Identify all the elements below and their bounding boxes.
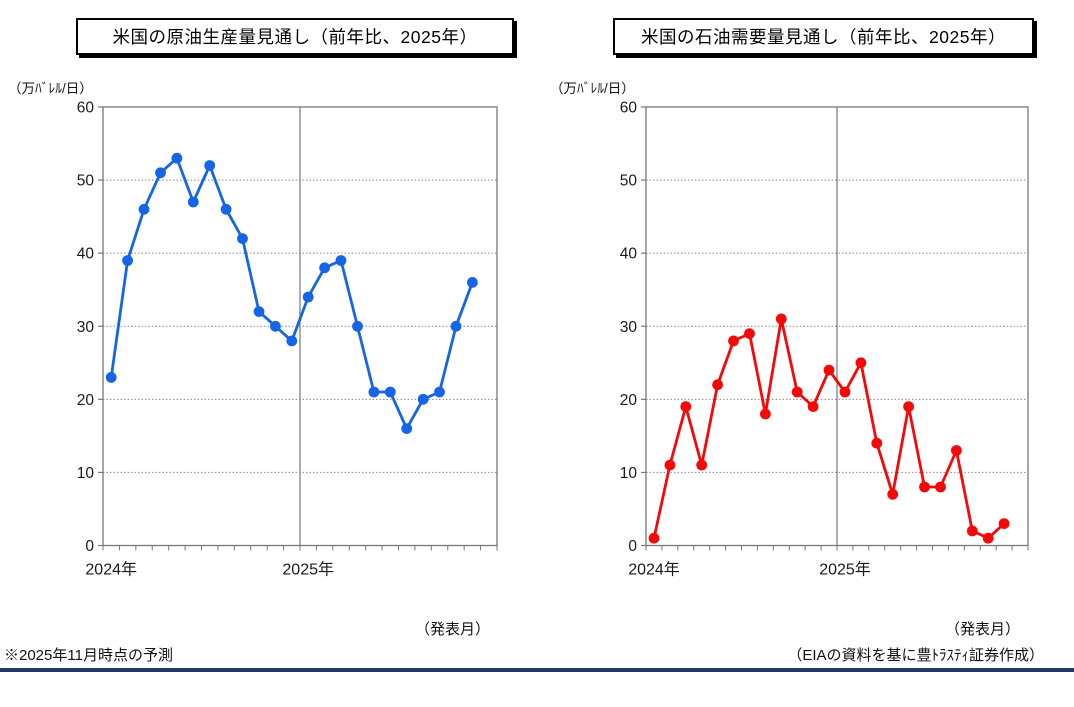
data-point (286, 335, 298, 347)
y-tick-label: 40 (620, 246, 638, 263)
data-line (109, 156, 474, 431)
y-tick-label: 60 (77, 100, 95, 117)
data-point (204, 160, 216, 171)
data-point (155, 167, 166, 179)
data-point (712, 379, 723, 391)
data-point (775, 313, 787, 325)
plot-border (102, 106, 498, 547)
y-tick-label: 40 (77, 246, 95, 263)
chart-title-demand: 米国の石油需要量見通し（前年比、2025年） (613, 18, 1034, 55)
footer-divider-rule (0, 668, 1074, 672)
data-point (903, 401, 914, 412)
chart-title-demand-text: 米国の石油需要量見通し（前年比、2025年） (641, 27, 1006, 47)
y-tick-label: 0 (628, 538, 637, 555)
data-point (105, 372, 117, 383)
data-point (187, 196, 199, 208)
data-point (401, 423, 413, 434)
data-point (417, 393, 429, 405)
y-tick-label: 20 (620, 392, 638, 409)
forecast-footnote: ※2025年11月時点の予測 (4, 647, 173, 664)
data-point (352, 320, 363, 332)
data-point (648, 532, 660, 544)
y-tick-label: 30 (77, 319, 95, 336)
data-point (335, 255, 347, 266)
data-point (122, 255, 133, 266)
data-point (171, 152, 183, 164)
data-point (807, 401, 819, 412)
data-line (652, 317, 1006, 540)
data-point (368, 386, 380, 398)
data-point (951, 445, 962, 456)
data-point (319, 262, 330, 274)
data-point (791, 386, 803, 398)
data-point (434, 386, 445, 398)
x-axis-year-label: 2024年 (85, 561, 137, 579)
data-point (935, 481, 946, 493)
data-point (253, 306, 265, 317)
data-point (982, 532, 994, 544)
data-point (871, 437, 883, 449)
data-point (966, 525, 978, 537)
data-point (728, 335, 739, 347)
x-axis-year-label: 2024年 (628, 561, 680, 579)
y-tick-label: 50 (620, 173, 638, 190)
data-point (680, 401, 692, 412)
data-point (138, 203, 150, 215)
y-tick-label: 30 (620, 319, 638, 336)
data-point (664, 459, 676, 471)
data-point (919, 481, 930, 493)
data-point (450, 320, 462, 332)
data-point (220, 203, 232, 215)
data-point (744, 328, 755, 339)
data-point (760, 408, 771, 420)
plot-border (645, 106, 1029, 547)
data-point (384, 386, 396, 398)
y-tick-label: 50 (77, 173, 95, 190)
y-axis-unit-label-right: （万ﾊﾞﾚﾙ/日） (550, 81, 635, 96)
data-point (823, 364, 835, 376)
source-credit: （EIAの資料を基に豊ﾄﾗｽﾃｨ証券作成） (787, 647, 1044, 664)
x-axis-year-label: 2025年 (819, 561, 871, 579)
data-point (467, 277, 478, 288)
y-tick-label: 60 (620, 100, 638, 117)
y-tick-label: 0 (85, 538, 94, 555)
data-point (270, 320, 281, 332)
y-tick-label: 10 (620, 465, 638, 482)
x-axis-note-left: （発表月） (414, 621, 490, 638)
chart-title-production: 米国の原油生産量見通し（前年比、2025年） (76, 18, 514, 55)
data-point (302, 291, 314, 303)
data-point (855, 357, 867, 369)
data-point (887, 488, 899, 500)
data-point (237, 233, 248, 245)
y-tick-label: 10 (77, 465, 95, 482)
x-axis-year-label: 2025年 (282, 561, 334, 579)
data-point (998, 518, 1010, 529)
chart-title-production-text: 米国の原油生産量見通し（前年比、2025年） (112, 27, 478, 47)
x-axis-note-right: （発表月） (944, 621, 1020, 638)
data-point (696, 459, 708, 471)
y-tick-label: 20 (77, 392, 95, 409)
y-axis-unit-label-left: （万ﾊﾞﾚﾙ/日） (8, 81, 93, 96)
data-point (839, 386, 851, 398)
charts-canvas: 0 10 20 30 40 50 60 2024年 2025年 0 10 20 30 40 50 60 2024… (77, 100, 1029, 579)
